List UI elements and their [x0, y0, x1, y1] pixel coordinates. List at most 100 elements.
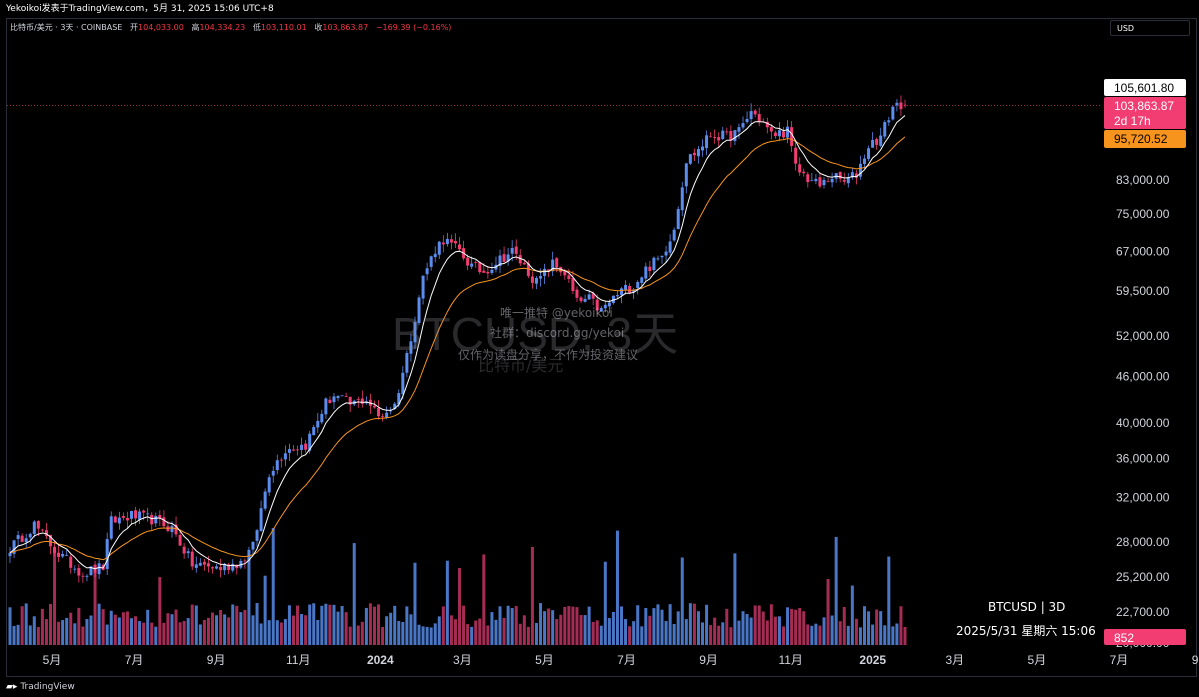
candle-body — [125, 517, 129, 521]
candle-body — [150, 514, 154, 525]
volume-bar — [858, 627, 862, 645]
volume-bar — [514, 606, 518, 645]
volume-bar — [615, 530, 619, 645]
candle-body — [575, 289, 579, 298]
candle-body — [547, 269, 551, 272]
candle-body — [328, 399, 332, 403]
volume-bar — [368, 603, 372, 645]
candle-body — [194, 564, 198, 568]
volume-bar — [490, 612, 494, 645]
volume-bar — [97, 603, 101, 645]
candle-body — [283, 453, 287, 460]
candle-body — [186, 551, 190, 554]
candle-body — [433, 253, 437, 258]
volume-bar — [494, 619, 498, 645]
volume-bar — [660, 609, 664, 645]
ema-fast-line — [9, 115, 906, 570]
volume-bar — [36, 627, 40, 645]
volume-bar — [834, 536, 838, 645]
volume-bar — [138, 621, 142, 645]
volume-bar — [206, 617, 210, 645]
volume-bar — [713, 617, 717, 645]
candle-body — [717, 137, 721, 141]
volume-bar — [842, 606, 846, 645]
volume-bar — [737, 620, 741, 645]
candle-body — [32, 521, 36, 534]
volume-bar — [300, 614, 304, 645]
volume-bar — [69, 612, 73, 645]
volume-bar — [668, 604, 672, 645]
candle-body — [745, 118, 749, 122]
candle-body — [741, 123, 745, 128]
volume-bar — [336, 611, 340, 645]
volume-bar — [48, 604, 52, 645]
volume-bar — [567, 606, 571, 645]
volume-bar — [729, 627, 733, 645]
candle-body — [530, 276, 534, 283]
candle-body — [672, 229, 676, 241]
volume-bar — [806, 624, 810, 645]
candle-body — [822, 179, 826, 186]
candle-body — [113, 516, 117, 523]
chart-datetime: 2025/5/31 星期六 15:06 — [956, 624, 1096, 638]
volume-bar — [263, 575, 267, 645]
volume-bar — [202, 619, 206, 645]
volume-bar — [830, 615, 834, 645]
volume-bar — [182, 620, 186, 645]
candle-body — [73, 568, 77, 570]
chart-frame[interactable] — [6, 18, 1197, 677]
volume-bar — [166, 613, 170, 645]
candle-body — [579, 297, 583, 302]
candle-body — [632, 289, 636, 292]
tradingview-logo-icon[interactable]: ▰▸ — [6, 682, 18, 692]
candle-body — [300, 444, 304, 450]
volume-bar — [65, 617, 69, 645]
y-tick-label: 46,000.00 — [1116, 370, 1170, 384]
candle-body — [502, 254, 506, 262]
volume-bar — [344, 612, 348, 645]
volume-bar — [518, 623, 522, 645]
volume-bar — [332, 604, 336, 645]
high-price-tag-bg — [1104, 79, 1186, 96]
volume-bar — [786, 607, 790, 645]
candle-body — [514, 246, 518, 254]
volume-bar — [429, 627, 433, 645]
candle-body — [692, 152, 696, 156]
last-price-tag-bg — [1104, 97, 1186, 129]
window-title: Yekoikoi发表于TradingView.com，5月 31, 2025 1… — [0, 0, 1199, 18]
volume-bar — [235, 605, 239, 645]
legend-open-label: 开 — [130, 23, 139, 32]
volume-bar — [296, 605, 300, 645]
volume-bar — [389, 612, 393, 645]
candle-body — [429, 256, 433, 267]
ema-price-tag-bg — [1104, 130, 1186, 148]
ema-slow-line — [9, 136, 906, 561]
volume-bar — [680, 557, 684, 645]
volume-bar — [385, 616, 389, 645]
candle-body — [599, 308, 603, 312]
volume-bar — [854, 618, 858, 645]
volume-bar — [571, 606, 575, 645]
currency-selector[interactable]: USD — [1110, 20, 1190, 36]
candle-body — [790, 127, 794, 147]
volume-bar — [891, 626, 895, 645]
candle-body — [61, 553, 65, 557]
candle-body — [117, 517, 121, 524]
candle-body — [624, 285, 628, 290]
candle-body — [445, 238, 449, 245]
candle-body — [555, 258, 559, 268]
candle-body — [591, 293, 595, 299]
volume-bar — [656, 604, 660, 645]
volume-bar — [121, 612, 125, 645]
volume-bar — [308, 604, 312, 645]
volume-bar — [814, 623, 818, 645]
volume-bar — [838, 621, 842, 645]
volume-bar — [611, 611, 615, 645]
volume-bar — [186, 618, 190, 645]
candle-body — [121, 515, 125, 518]
legend-close-label: 收 — [314, 23, 323, 32]
x-tick-label: 9月 — [1192, 653, 1199, 667]
candle-body — [510, 248, 514, 254]
footer-brand[interactable]: TradingView — [20, 682, 75, 692]
